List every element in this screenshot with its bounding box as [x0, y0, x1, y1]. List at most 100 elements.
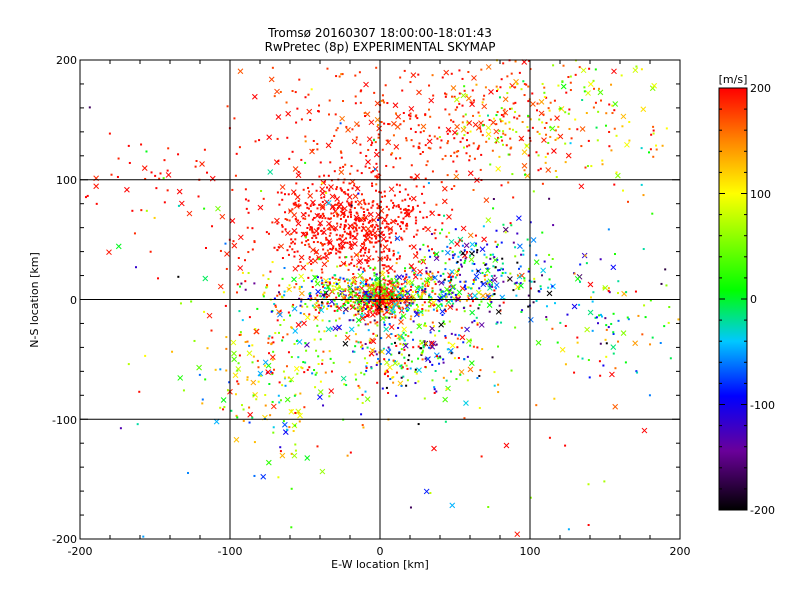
scatter-point-x [286, 286, 293, 293]
scatter-point-x [247, 411, 254, 418]
scatter-point-dot [443, 322, 446, 325]
scatter-point-dot [394, 112, 397, 115]
scatter-point-dot [309, 299, 312, 302]
scatter-point-dot [513, 116, 516, 119]
scatter-point-dot [368, 293, 371, 296]
scatter-point-dot [384, 84, 387, 87]
scatter-point-x [237, 265, 244, 271]
scatter-point-x [317, 220, 324, 226]
scatter-point-x [326, 220, 332, 227]
scatter-point-dot [281, 225, 284, 228]
scatter-point-x [432, 274, 438, 281]
scatter-point-dot [294, 393, 297, 396]
scatter-point-dot [405, 384, 408, 387]
scatter-point-dot [610, 149, 613, 152]
scatter-point-dot [265, 231, 268, 234]
scatter-point-dot [324, 291, 327, 294]
scatter-point-dot [357, 303, 360, 306]
scatter-point-dot [306, 233, 309, 236]
scatter-point-dot [331, 276, 334, 279]
scatter-point-dot [397, 290, 400, 293]
scatter-point-x [300, 211, 307, 218]
scatter-point-dot [201, 402, 204, 405]
scatter-point-dot [364, 259, 367, 262]
scatter-point-dot [536, 109, 539, 112]
scatter-point-dot [410, 295, 413, 298]
scatter-point-dot [383, 250, 386, 253]
scatter-point-dot [661, 144, 664, 147]
scatter-point-x [438, 321, 445, 328]
scatter-point-dot [443, 278, 446, 281]
scatter-point-dot [350, 200, 353, 203]
scatter-point-dot [502, 280, 505, 283]
scatter-point-dot [307, 93, 310, 96]
scatter-point-x [317, 394, 323, 401]
scatter-point-x [376, 304, 383, 310]
scatter-point-x [340, 260, 347, 267]
scatter-point-dot [386, 291, 389, 294]
scatter-point-dot [453, 95, 456, 98]
scatter-point-dot [421, 192, 424, 195]
scatter-point-dot [392, 249, 395, 252]
scatter-point-dot [228, 381, 231, 384]
scatter-point-dot [307, 297, 310, 300]
scatter-point-dot [404, 188, 407, 191]
scatter-point-dot [367, 259, 370, 262]
scatter-point-dot [311, 372, 314, 375]
scatter-point-x [587, 81, 594, 87]
scatter-point-dot [636, 371, 639, 374]
scatter-point-dot [431, 363, 434, 366]
scatter-point-dot [479, 130, 482, 133]
scatter-point-dot [145, 209, 148, 212]
scatter-point-dot [517, 287, 520, 290]
scatter-point-dot [390, 306, 393, 309]
scatter-point-dot [350, 283, 353, 286]
scatter-point-dot [475, 242, 478, 245]
scatter-point-dot [457, 268, 460, 271]
scatter-point-dot [273, 302, 276, 305]
scatter-point-dot [272, 341, 275, 344]
scatter-point-dot [417, 293, 420, 296]
scatter-point-dot [390, 281, 393, 284]
scatter-point-dot [493, 371, 496, 374]
scatter-point-x [353, 252, 360, 258]
scatter-point-dot [584, 166, 587, 169]
scatter-point-dot [384, 306, 387, 309]
scatter-point-dot [420, 297, 423, 300]
scatter-point-dot [368, 341, 371, 344]
scatter-point-dot [501, 262, 504, 265]
scatter-point-dot [399, 225, 402, 228]
scatter-point-dot [248, 421, 251, 424]
scatter-point-dot [362, 278, 365, 281]
scatter-point-dot [447, 341, 450, 344]
scatter-point-dot [374, 302, 377, 305]
scatter-point-dot [339, 264, 342, 267]
scatter-point-dot [358, 71, 361, 74]
grid-lines [80, 60, 680, 539]
scatter-point-dot [304, 96, 307, 99]
scatter-point-dot [318, 175, 321, 178]
scatter-point-dot [448, 285, 451, 288]
scatter-point-dot [423, 201, 426, 204]
scatter-point-dot [398, 297, 401, 300]
scatter-point-dot [356, 232, 359, 235]
scatter-point-dot [414, 131, 417, 134]
scatter-point-dot [357, 268, 360, 271]
scatter-point-dot [438, 293, 441, 296]
scatter-point-dot [400, 227, 403, 230]
scatter-point-dot [496, 110, 499, 113]
scatter-point-dot [294, 238, 297, 241]
scatter-point-dot [375, 250, 378, 253]
scatter-point-dot [533, 280, 536, 283]
scatter-point-dot [290, 356, 293, 359]
scatter-point-dot [365, 290, 368, 293]
scatter-point-dot [353, 230, 356, 233]
scatter-point-dot [268, 335, 271, 338]
scatter-point-x [337, 201, 344, 208]
scatter-point-dot [442, 376, 445, 379]
scatter-point-dot [444, 268, 447, 271]
scatter-point-dot [237, 362, 240, 365]
scatter-point-dot [304, 201, 307, 204]
scatter-point-dot [366, 208, 369, 211]
scatter-point-x [382, 244, 389, 250]
